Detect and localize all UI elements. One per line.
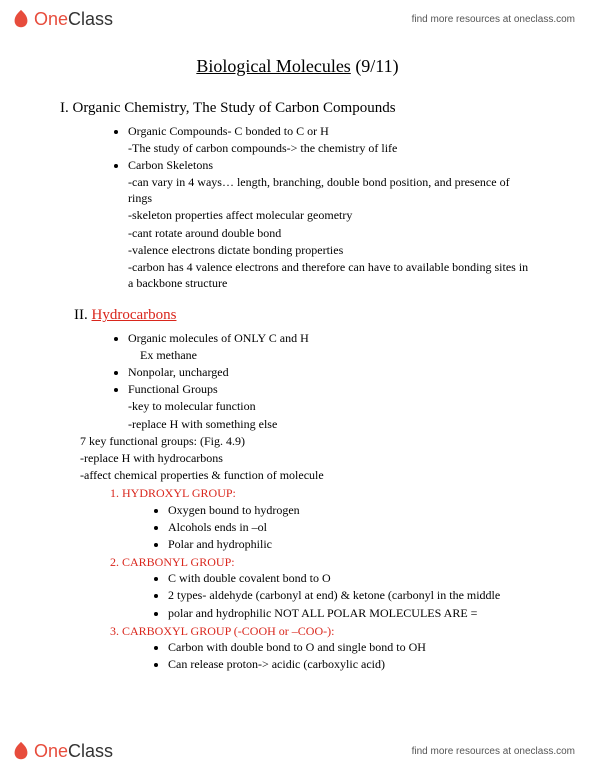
list-item: 2 types- aldehyde (carbonyl at end) & ke… [168,587,535,603]
group-item: CARBONYL GROUP: C with double covalent b… [110,554,535,621]
page-title: Biological Molecules (9/11) [60,54,535,78]
brand-logo: OneClass [10,8,113,30]
list-item: C with double covalent bond to O [168,570,535,586]
list-item: Functional Groups [128,381,535,397]
sub-line: -replace H with something else [128,416,535,432]
group-item: HYDROXYL GROUP: Oxygen bound to hydrogen… [110,485,535,552]
list-item: Alcohols ends in –ol [168,519,535,535]
list-item: polar and hydrophilic NOT ALL POLAR MOLE… [168,605,535,621]
list-item: Carbon with double bond to O and single … [168,639,535,655]
section-1-heading: I. Organic Chemistry, The Study of Carbo… [60,98,535,118]
leaf-icon [10,8,32,30]
group-inner-list: Carbon with double bond to O and single … [168,639,535,672]
list-item: Oxygen bound to hydrogen [168,502,535,518]
plain-line: -replace H with hydrocarbons [80,450,535,466]
section-2-heading: II. Hydrocarbons [74,305,535,325]
section-2-list: Organic molecules of ONLY C and H [128,330,535,346]
page-header: OneClass find more resources at oneclass… [0,0,595,34]
functional-groups-list: HYDROXYL GROUP: Oxygen bound to hydrogen… [110,485,535,672]
sub-line: -cant rotate around double bond [128,225,535,241]
list-item: Polar and hydrophilic [168,536,535,552]
section-1-list-2: Carbon Skeletons [128,157,535,173]
group-name: CARBOXYL GROUP (-COOH or –COO-): [122,624,334,638]
brand-logo-footer: OneClass [10,740,113,762]
sub-line: -skeleton properties affect molecular ge… [128,207,535,223]
sub-line: -The study of carbon compounds-> the che… [128,140,535,156]
group-name: HYDROXYL GROUP: [122,486,236,500]
header-tagline: find more resources at oneclass.com [412,14,575,25]
group-item: CARBOXYL GROUP (-COOH or –COO-): Carbon … [110,623,535,673]
title-date: (9/11) [351,56,399,76]
list-item: Carbon Skeletons [128,157,535,173]
section-2-title: Hydrocarbons [92,307,177,323]
sub-line: -key to molecular function [128,398,535,414]
section-2-list-2: Nonpolar, uncharged Functional Groups [128,364,535,397]
brand-one: One [34,741,68,762]
sub-line: -carbon has 4 valence electrons and ther… [128,259,535,291]
brand-one: One [34,9,68,30]
list-item: Nonpolar, uncharged [128,364,535,380]
leaf-icon [10,740,32,762]
list-item: Organic molecules of ONLY C and H [128,330,535,346]
list-item: Organic Compounds- C bonded to C or H [128,123,535,139]
section-1-list: Organic Compounds- C bonded to C or H [128,123,535,139]
sub-line: -valence electrons dictate bonding prope… [128,242,535,258]
plain-line: -affect chemical properties & function o… [80,467,535,483]
title-main: Biological Molecules [196,56,350,76]
footer-tagline: find more resources at oneclass.com [412,746,575,757]
brand-class: Class [68,741,113,762]
list-item: Can release proton-> acidic (carboxylic … [168,656,535,672]
group-name: CARBONYL GROUP: [122,555,235,569]
sub-line: Ex methane [140,347,535,363]
plain-line: 7 key functional groups: (Fig. 4.9) [80,433,535,449]
group-inner-list: Oxygen bound to hydrogen Alcohols ends i… [168,502,535,553]
page-footer: OneClass find more resources at oneclass… [0,734,595,770]
sub-line: -can vary in 4 ways… length, branching, … [128,174,535,206]
section-2-num: II. [74,307,92,323]
document-body: Biological Molecules (9/11) I. Organic C… [0,34,595,672]
brand-class: Class [68,9,113,30]
group-inner-list: C with double covalent bond to O 2 types… [168,570,535,621]
